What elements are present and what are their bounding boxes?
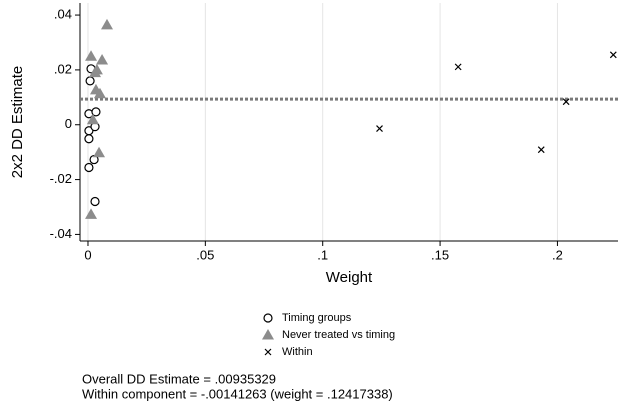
note: Overall DD Estimate = .00935329 (82, 371, 276, 386)
point (84, 162, 94, 173)
point (100, 18, 113, 30)
y-tick-label: 0 (65, 116, 72, 131)
point (96, 54, 109, 65)
x-tick-label: .05 (196, 247, 214, 262)
legend-label: Never treated vs timing (282, 329, 395, 341)
point (86, 113, 99, 125)
x-tick-label: 0 (84, 247, 91, 262)
point (537, 146, 545, 154)
point (93, 87, 106, 99)
point (91, 107, 101, 117)
point (85, 208, 98, 219)
y-tick-label: .02 (54, 61, 72, 76)
legend-marker (262, 329, 274, 340)
point (85, 76, 95, 86)
point (562, 98, 570, 106)
note: Within component = -.00141263 (weight = … (82, 386, 393, 401)
point (454, 63, 462, 71)
point (85, 50, 98, 61)
y-tick-label: -.04 (50, 226, 72, 241)
point (90, 196, 100, 207)
legend-label: Within (282, 346, 313, 358)
point (376, 125, 383, 133)
legend-marker (263, 313, 273, 323)
x-axis-title: Weight (326, 269, 373, 286)
point (93, 146, 106, 158)
x-tick-label: .2 (552, 247, 563, 262)
y-tick-label: -.02 (50, 171, 72, 186)
point (84, 134, 94, 144)
point (89, 66, 102, 78)
x-tick-label: .1 (317, 247, 328, 262)
legend-marker (264, 348, 272, 356)
y-tick-label: .04 (54, 7, 72, 22)
y-axis-title: 2x2 DD Estimate (9, 66, 26, 179)
x-tick-label: .15 (431, 247, 449, 262)
legend-label: Timing groups (282, 312, 352, 324)
point (609, 51, 617, 59)
